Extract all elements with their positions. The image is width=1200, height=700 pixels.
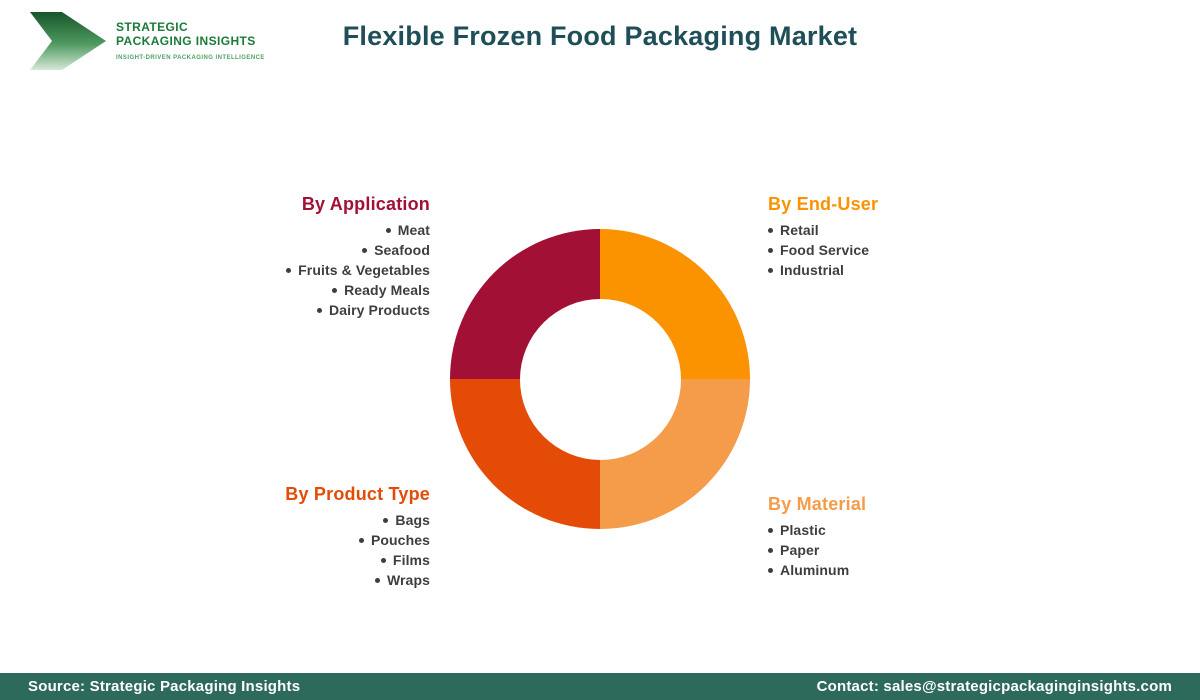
list-item: Fruits & Vegetables [286, 260, 430, 280]
segment-items-product-type: Bags Pouches Films Wraps [285, 510, 430, 590]
bullet-icon [385, 227, 391, 233]
list-item: Bags [285, 510, 430, 530]
list-item: Industrial [768, 260, 878, 280]
bullet-icon [768, 247, 773, 253]
bullet-icon [383, 517, 389, 523]
list-item: Dairy Products [286, 300, 430, 320]
donut-chart [450, 229, 750, 529]
segment-group-application: By Application Meat Seafood Fruits & Veget… [286, 193, 430, 320]
bullet-icon [380, 557, 386, 563]
brand-chevron-icon [30, 12, 106, 70]
bullet-icon [374, 577, 380, 583]
bullet-icon [768, 547, 773, 553]
footer-bar: Source: Strategic Packaging Insights Con… [0, 673, 1200, 700]
bullet-icon [362, 247, 368, 253]
segment-group-product-type: By Product Type Bags Pouches Films Wraps [285, 483, 430, 590]
bullet-icon [768, 567, 773, 573]
list-item: Aluminum [768, 560, 866, 580]
bullet-icon [768, 267, 773, 273]
list-item: Wraps [285, 570, 430, 590]
segment-group-material: By Material Plastic Paper Aluminum [768, 493, 866, 580]
brand-logo: STRATEGIC PACKAGING INSIGHTS INSIGHT-DRI… [30, 12, 265, 70]
segment-items-material: Plastic Paper Aluminum [768, 520, 866, 580]
footer-contact-text: Contact: sales@strategicpackaginginsight… [816, 678, 1172, 695]
segment-heading-application: By Application [301, 194, 430, 214]
list-item: Ready Meals [286, 280, 430, 300]
bullet-icon [768, 227, 773, 233]
segment-heading-material: By Material [768, 494, 867, 514]
list-item: Food Service [768, 240, 878, 260]
list-item: Seafood [286, 240, 430, 260]
bullet-icon [317, 307, 322, 313]
donut-chart-hole [519, 298, 681, 460]
brand-tagline: INSIGHT-DRIVEN PACKAGING INTELLIGENCE [116, 55, 265, 61]
list-item: Plastic [768, 520, 866, 540]
segment-group-end-user: By End-User Retail Food Service Industrial [768, 193, 878, 280]
bullet-icon [332, 287, 338, 293]
list-item: Pouches [285, 530, 430, 550]
segment-heading-product-type: By Product Type [285, 484, 430, 504]
footer-source-text: Source: Strategic Packaging Insights [28, 678, 301, 695]
list-item: Meat [286, 220, 430, 240]
segment-heading-end-user: By End-User [768, 194, 879, 214]
list-item: Films [285, 550, 430, 570]
bullet-icon [286, 267, 292, 273]
brand-text: STRATEGIC PACKAGING INSIGHTS INSIGHT-DRI… [116, 20, 265, 61]
page-title: Flexible Frozen Food Packaging Market [342, 21, 858, 51]
segment-items-application: Meat Seafood Fruits & Vegetables Ready Meal… [286, 220, 430, 320]
segment-items-end-user: Retail Food Service Industrial [768, 220, 878, 280]
list-item: Retail [768, 220, 878, 240]
bullet-icon [358, 537, 364, 543]
bullet-icon [768, 527, 773, 533]
brand-name: STRATEGIC PACKAGING INSIGHTS [116, 20, 256, 48]
list-item: Paper [768, 540, 866, 560]
